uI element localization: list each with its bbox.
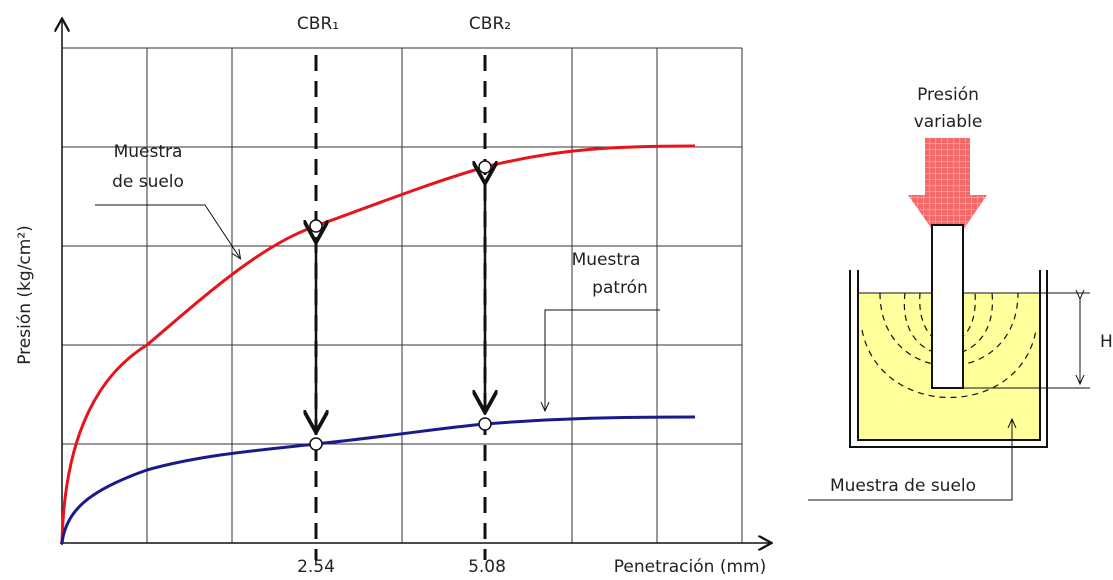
apparatus xyxy=(808,138,1090,500)
leader xyxy=(95,205,240,258)
load-label: variable xyxy=(914,112,983,132)
figure: CBR₁ CBR₂ Muestra de suelo Muestra patró… xyxy=(0,0,1113,580)
curve-label: patrón xyxy=(592,278,648,298)
load-label: Presión xyxy=(917,85,979,105)
ratio-arrows xyxy=(316,181,485,430)
standard-curve xyxy=(62,417,695,543)
marker-label: CBR₁ xyxy=(297,14,339,34)
curve-label: Muestra xyxy=(114,142,183,162)
height-label: H xyxy=(1100,332,1113,352)
points xyxy=(310,161,491,450)
y-axis-label: Presión (kg/cm²) xyxy=(15,225,35,365)
marker-label: CBR₂ xyxy=(469,14,511,34)
x-tick-label: 2.54 xyxy=(297,557,335,577)
x-axis-label: Penetración (mm) xyxy=(614,557,766,577)
curve-label: de suelo xyxy=(112,172,184,192)
x-tick-label: 5.08 xyxy=(468,557,506,577)
leader xyxy=(545,310,660,410)
sample-label: Muestra de suelo xyxy=(830,476,976,496)
curve-label: Muestra xyxy=(572,250,641,270)
